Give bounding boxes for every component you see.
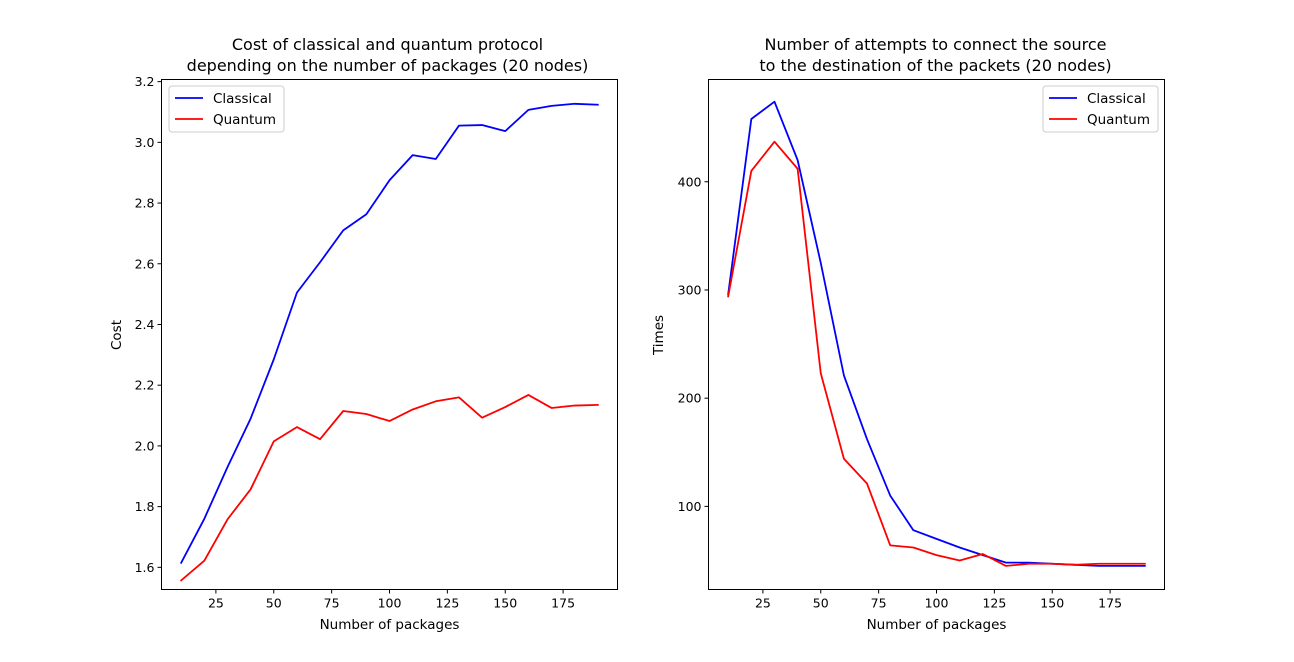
x-tick-label: 25: [208, 596, 224, 611]
plot-area: [161, 79, 618, 590]
x-tick-label: 100: [378, 596, 402, 611]
series-line-classical: [727, 100, 1146, 567]
x-tick-label: 125: [435, 596, 459, 611]
x-tick-label: 125: [982, 596, 1006, 611]
y-tick-label: 2.2: [135, 378, 155, 393]
chart-title-line-1: Number of attempts to connect the source: [765, 35, 1107, 54]
x-tick-label: 175: [551, 596, 575, 611]
x-tick-label: 50: [813, 596, 829, 611]
y-tick-label: 200: [678, 391, 702, 406]
y-tick-label: 2.8: [135, 196, 155, 211]
chart-title-line-2: to the destination of the packets (20 no…: [759, 56, 1111, 75]
y-tick-label: 400: [678, 174, 702, 189]
y-tick-label: 3.0: [135, 135, 155, 150]
x-tick-label: 150: [1040, 596, 1064, 611]
chart-title-line-1: Cost of classical and quantum protocol: [232, 35, 543, 54]
legend-label-quantum: Quantum: [213, 112, 276, 128]
legend: Classical Quantum: [168, 85, 285, 133]
x-axis-label: Number of packages: [320, 617, 460, 633]
cost-chart: Cost of classical and quantum protocol d…: [109, 35, 618, 633]
x-tick-label: 50: [266, 596, 282, 611]
series-line-classical: [179, 102, 599, 565]
legend: Classical Quantum: [1042, 85, 1159, 133]
series-lines: [179, 102, 599, 582]
x-tick-label: 25: [755, 596, 771, 611]
x-tick-label: 100: [925, 596, 949, 611]
x-axis-label: Number of packages: [867, 617, 1007, 633]
y-tick-label: 300: [678, 282, 702, 297]
axis-ticks: 25 50 75 100 125 150 175 100 200 300 400: [678, 174, 1122, 610]
series-lines: [727, 100, 1146, 567]
legend-label-quantum: Quantum: [1087, 112, 1150, 128]
plot-area: [708, 79, 1165, 590]
series-line-quantum: [727, 140, 1146, 567]
legend-label-classical: Classical: [1087, 91, 1146, 107]
axis-ticks: 25 50 75 100 125 150 175 1.6 1.8 2.0 2.2 2.4 2.6 2.8 3…: [135, 74, 575, 610]
x-tick-label: 150: [493, 596, 517, 611]
legend-label-classical: Classical: [213, 91, 272, 107]
x-tick-label: 75: [871, 596, 887, 611]
y-tick-label: 2.4: [135, 317, 155, 332]
y-axis-label: Times: [651, 315, 667, 356]
attempts-chart: Number of attempts to connect the source…: [651, 35, 1165, 633]
chart-title-line-2: depending on the number of packages (20 …: [187, 56, 589, 75]
y-tick-label: 1.6: [135, 560, 155, 575]
series-line-quantum: [179, 394, 599, 582]
y-tick-label: 100: [678, 499, 702, 514]
y-tick-label: 2.0: [135, 438, 155, 453]
y-tick-label: 3.2: [135, 74, 155, 89]
y-tick-label: 2.6: [135, 256, 155, 271]
y-tick-label: 1.8: [135, 499, 155, 514]
x-tick-label: 75: [324, 596, 340, 611]
x-tick-label: 175: [1098, 596, 1122, 611]
y-axis-label: Cost: [109, 320, 125, 350]
